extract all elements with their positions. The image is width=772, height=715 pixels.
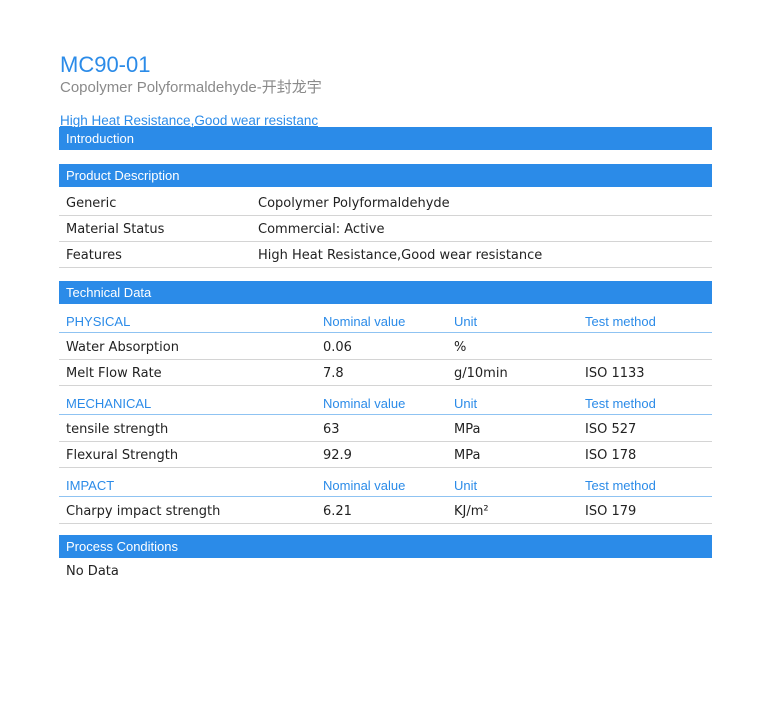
section-process-conditions: Process Conditions [59, 535, 712, 558]
table-row: Charpy impact strength 6.21 KJ/m² ISO 179 [59, 498, 712, 524]
description-row: Generic Copolymer Polyformaldehyde [59, 190, 712, 216]
test-method: ISO 179 [585, 504, 637, 519]
nominal-value: 92.9 [323, 448, 352, 463]
product-subtitle: Copolymer Polyformaldehyde-开封龙宇 [60, 79, 322, 96]
section-product-description: Product Description [59, 164, 712, 187]
unit: KJ/m² [454, 504, 489, 519]
group-name: PHYSICAL [66, 314, 131, 329]
unit: MPa [454, 422, 481, 437]
row-label: Generic [66, 196, 117, 211]
table-row: Water Absorption 0.06% [59, 334, 712, 360]
group-header-impact: IMPACT Nominal value Unit Test method [59, 472, 712, 497]
group-header-mechanical: MECHANICAL Nominal value Unit Test method [59, 390, 712, 415]
property: Water Absorption [66, 340, 179, 355]
test-method: ISO 527 [585, 422, 637, 437]
unit: % [454, 340, 467, 355]
col-unit: Unit [454, 314, 478, 329]
property: Charpy impact strength [66, 504, 221, 519]
nominal-value: 6.21 [323, 504, 352, 519]
test-method: ISO 178 [585, 448, 637, 463]
description-row: Material Status Commercial: Active [59, 216, 712, 242]
group-name: IMPACT [66, 478, 115, 493]
col-nominal: Nominal value [323, 478, 406, 493]
product-title: MC90-01 [60, 52, 151, 77]
row-label: Material Status [66, 222, 165, 237]
col-test: Test method [585, 314, 656, 329]
test-method: ISO 1133 [585, 366, 645, 381]
table-row: tensile strength 63 MPa ISO 527 [59, 416, 712, 442]
nominal-value: 0.06 [323, 340, 352, 355]
section-introduction: Introduction [59, 127, 712, 150]
table-row: Flexural Strength 92.9 MPa ISO 178 [59, 442, 712, 468]
row-value: Commercial: Active [258, 222, 385, 237]
col-unit: Unit [454, 478, 478, 493]
property: Flexural Strength [66, 448, 179, 463]
row-label: Features [66, 248, 122, 263]
col-test: Test method [585, 396, 656, 411]
property: Melt Flow Rate [66, 366, 162, 381]
features-link[interactable]: High Heat Resistance,Good wear resistanc [60, 113, 319, 127]
col-test: Test method [585, 478, 656, 493]
section-technical-data: Technical Data [59, 281, 712, 304]
row-value: Copolymer Polyformaldehyde [258, 196, 450, 211]
table-row: Melt Flow Rate 7.8 g/10min ISO 1133 [59, 360, 712, 386]
description-row: Features High Heat Resistance,Good wear r… [59, 242, 712, 268]
row-value: High Heat Resistance,Good wear resistanc… [258, 248, 543, 263]
col-unit: Unit [454, 396, 478, 411]
process-conditions-text: No Data [66, 564, 119, 579]
unit: g/10min [454, 366, 508, 381]
nominal-value: 7.8 [323, 366, 344, 381]
unit: MPa [454, 448, 481, 463]
nominal-value: 63 [323, 422, 340, 437]
col-nominal: Nominal value [323, 396, 406, 411]
property: tensile strength [66, 422, 169, 437]
col-nominal: Nominal value [323, 314, 406, 329]
group-name: MECHANICAL [66, 396, 152, 411]
group-header-physical: PHYSICAL Nominal value Unit Test method [59, 308, 712, 333]
